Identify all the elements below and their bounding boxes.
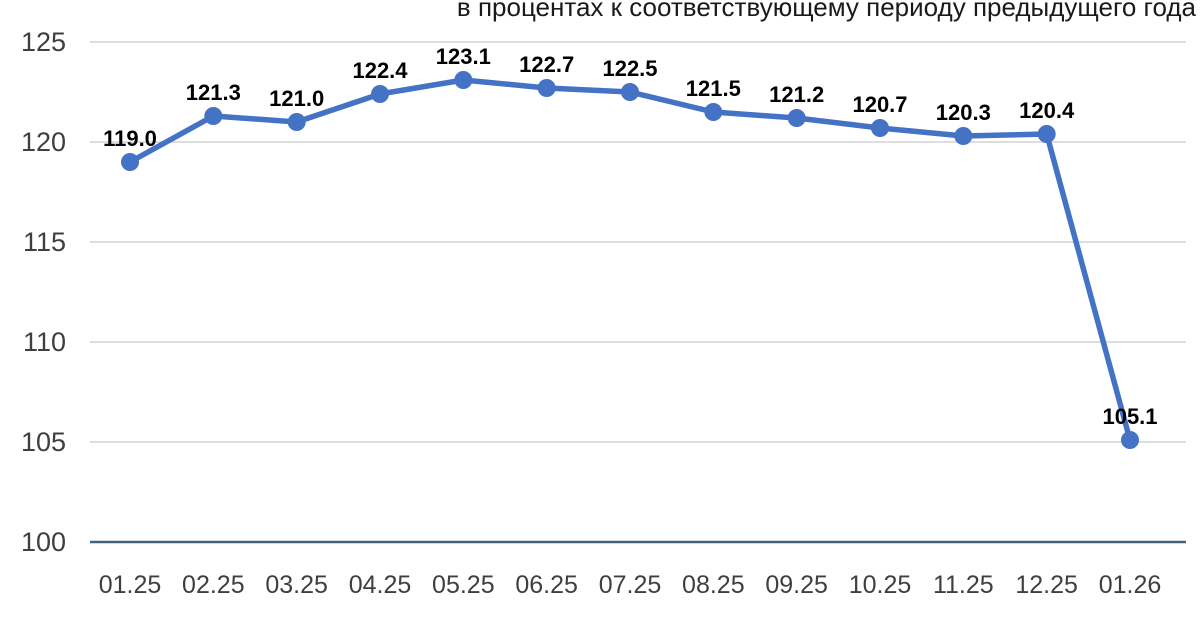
data-point xyxy=(787,109,806,127)
data-point xyxy=(454,71,473,89)
data-point xyxy=(954,127,973,145)
x-tick-label: 01.25 xyxy=(99,571,162,599)
x-tick-label: 06.25 xyxy=(515,571,578,599)
y-tick-label: 120 xyxy=(21,127,66,157)
data-point xyxy=(1037,125,1056,143)
data-point-label: 122.5 xyxy=(602,56,657,81)
data-point xyxy=(371,85,389,103)
data-point xyxy=(1121,431,1139,449)
data-point xyxy=(287,113,306,131)
series-line xyxy=(127,77,1133,443)
data-point-label: 121.0 xyxy=(269,86,324,111)
x-tick-label: 02.25 xyxy=(182,571,245,599)
data-point xyxy=(537,79,556,97)
x-tick-label: 08.25 xyxy=(682,571,745,599)
x-tick-label: 10.25 xyxy=(849,571,912,599)
x-tick-label: 01.26 xyxy=(1099,571,1162,599)
data-point-label: 121.3 xyxy=(186,80,241,105)
data-point xyxy=(621,83,639,101)
data-point-label: 105.1 xyxy=(1102,404,1157,429)
data-point-label: 120.3 xyxy=(936,100,991,125)
data-point-label: 119.0 xyxy=(103,126,157,151)
data-point xyxy=(121,153,139,171)
data-point-label: 123.1 xyxy=(436,44,491,69)
x-tick-label: 04.25 xyxy=(349,571,412,599)
y-tick-label: 110 xyxy=(23,327,66,357)
x-tick-label: 07.25 xyxy=(599,571,662,599)
data-point-label: 120.7 xyxy=(852,92,907,117)
data-point xyxy=(704,103,723,121)
data-point-label: 121.2 xyxy=(769,82,824,107)
data-point xyxy=(204,107,223,125)
y-tick-label: 115 xyxy=(23,227,66,257)
x-tick-label: 12.25 xyxy=(1015,571,1078,599)
x-tick-label: 05.25 xyxy=(432,571,495,599)
data-point-label: 122.4 xyxy=(352,58,408,83)
data-point-label: 120.4 xyxy=(1019,98,1075,123)
data-point-label: 121.5 xyxy=(686,76,741,101)
y-tick-label: 125 xyxy=(21,27,66,57)
data-point-label: 122.7 xyxy=(519,52,574,77)
y-tick-label: 100 xyxy=(21,527,66,557)
x-tick-label: 11.25 xyxy=(933,571,994,599)
chart-subtitle: в процентах к соответствующему периоду п… xyxy=(456,0,1196,22)
data-point xyxy=(871,119,889,137)
y-tick-label: 105 xyxy=(21,427,66,457)
x-tick-label: 09.25 xyxy=(765,571,828,599)
x-tick-label: 03.25 xyxy=(265,571,328,599)
